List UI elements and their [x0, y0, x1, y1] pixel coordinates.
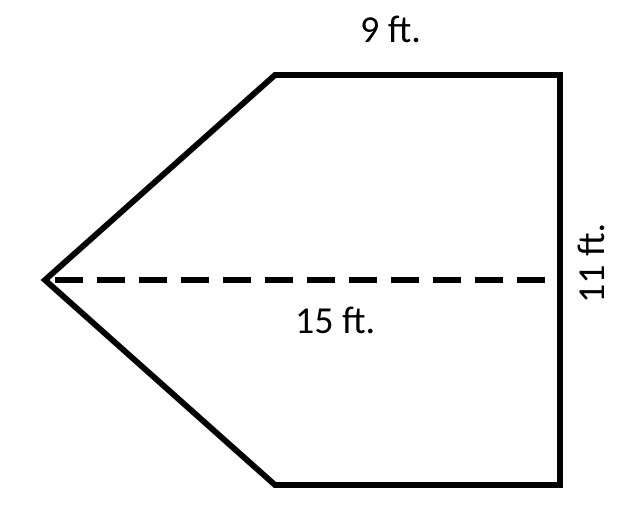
label-right: 11 ft.: [569, 223, 615, 303]
label-top: 9 ft.: [360, 7, 421, 53]
pentagon-diagram: [0, 0, 638, 528]
label-mid: 15 ft.: [295, 298, 375, 344]
